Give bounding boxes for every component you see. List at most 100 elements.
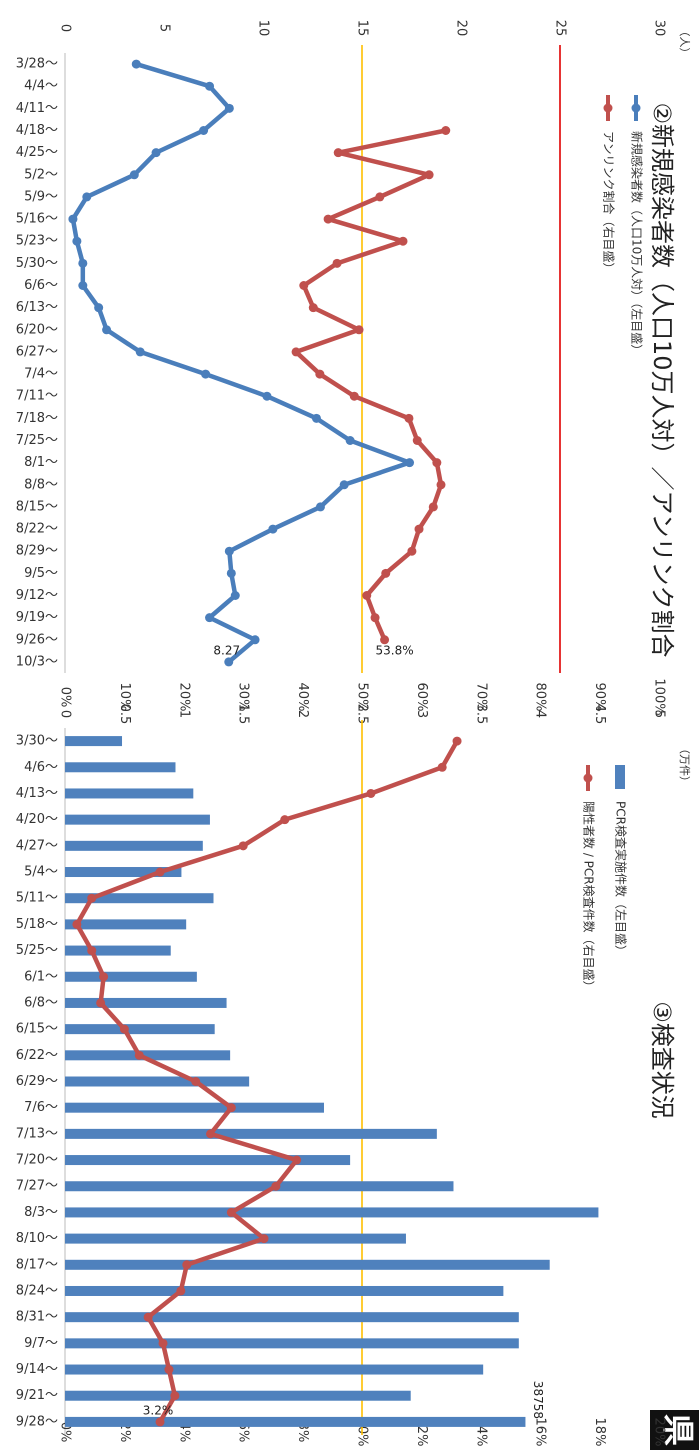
point <box>354 325 364 335</box>
point <box>370 613 380 623</box>
badge-box <box>650 1410 699 1450</box>
y-tick-label: 1.5 <box>236 704 251 725</box>
data-label: 8.27 <box>213 643 240 657</box>
point <box>78 258 88 268</box>
series-line <box>70 61 412 664</box>
y2-tick-label: 90% <box>592 683 607 712</box>
point <box>224 657 234 667</box>
category-label: 4/27〜 <box>16 838 58 853</box>
series-line <box>293 128 447 641</box>
point <box>94 303 104 313</box>
point <box>129 170 139 180</box>
legend-label: 陽性者数 / PCR検査件数（右目盛） <box>582 801 597 993</box>
y-tick-label: 3 <box>414 710 429 718</box>
bar <box>65 1024 215 1035</box>
point <box>164 1365 174 1375</box>
y2-tick-label: 20% <box>176 683 191 712</box>
point <box>99 972 109 982</box>
y-tick-label: 2.5 <box>355 704 370 725</box>
bar <box>65 762 176 773</box>
point <box>362 591 372 600</box>
category-label: 3/28〜 <box>16 57 58 72</box>
category-label: 4/11〜 <box>16 101 58 116</box>
category-label: 8/29〜 <box>16 544 58 559</box>
bar <box>65 736 123 747</box>
y-tick-label: 4.5 <box>592 704 607 725</box>
category-label: 4/18〜 <box>16 123 58 138</box>
category-label: 5/11〜 <box>16 891 58 906</box>
point <box>432 458 442 468</box>
category-label: 6/29〜 <box>16 1074 58 1089</box>
point <box>280 815 290 825</box>
bar <box>65 1233 406 1244</box>
category-label: 8/8〜 <box>24 477 58 492</box>
bar <box>65 788 194 799</box>
point <box>291 347 301 357</box>
data-label: 3.2% <box>143 1403 174 1417</box>
point <box>407 546 417 556</box>
point <box>134 1050 144 1060</box>
point <box>205 613 215 623</box>
point <box>155 1417 165 1427</box>
y-tick-label: 25 <box>553 20 568 37</box>
point <box>82 192 92 202</box>
category-label: 9/19〜 <box>16 610 58 625</box>
chart-title: ③検査状況 <box>648 1001 676 1119</box>
legend-marker <box>603 103 613 113</box>
category-label: 6/27〜 <box>16 344 58 359</box>
bar <box>65 814 210 825</box>
point <box>205 81 215 91</box>
point <box>428 502 438 512</box>
point <box>271 1181 281 1191</box>
category-label: 5/2〜 <box>24 167 58 182</box>
point <box>102 325 112 335</box>
point <box>72 919 82 929</box>
category-label: 7/20〜 <box>16 1153 58 1168</box>
point <box>262 391 272 401</box>
y2-tick-label: 40% <box>295 683 310 712</box>
category-label: 8/1〜 <box>24 455 58 470</box>
category-label: 4/20〜 <box>16 812 58 827</box>
category-label: 6/6〜 <box>24 278 58 293</box>
point <box>87 946 97 956</box>
category-label: 6/20〜 <box>16 322 58 337</box>
point <box>78 281 88 290</box>
legend-marker <box>631 103 641 113</box>
category-label: 5/23〜 <box>16 234 58 249</box>
point <box>87 893 97 903</box>
y-tick-label: 15 <box>355 20 370 37</box>
category-label: 4/13〜 <box>16 786 58 801</box>
category-label: 5/16〜 <box>16 212 58 227</box>
bar <box>65 1155 351 1166</box>
point <box>414 524 424 534</box>
category-label: 5/18〜 <box>16 917 58 932</box>
category-label: 8/31〜 <box>16 1310 58 1325</box>
bar <box>65 1390 411 1401</box>
point <box>349 391 359 401</box>
point <box>311 413 321 423</box>
bar <box>65 1102 324 1113</box>
point <box>380 635 390 645</box>
data-label: 38758 <box>531 1381 545 1419</box>
point <box>226 1207 236 1217</box>
category-label: 8/10〜 <box>16 1231 58 1246</box>
point <box>292 1155 302 1165</box>
point <box>170 1391 180 1401</box>
point <box>155 867 165 877</box>
category-label: 4/25〜 <box>16 145 58 160</box>
category-label: 7/25〜 <box>16 433 58 448</box>
point <box>119 1024 129 1034</box>
y-tick-label: 30 <box>652 20 667 37</box>
bar <box>65 1312 519 1323</box>
y-tick-label: 20 <box>454 20 469 37</box>
category-label: 7/18〜 <box>16 411 58 426</box>
point <box>226 1103 236 1113</box>
badge: 県 <box>659 1414 697 1446</box>
category-label: 9/5〜 <box>24 566 58 581</box>
point <box>250 635 260 645</box>
point <box>412 436 422 445</box>
category-label: 7/11〜 <box>16 389 58 404</box>
point <box>436 480 446 490</box>
category-label: 5/9〜 <box>24 189 58 204</box>
